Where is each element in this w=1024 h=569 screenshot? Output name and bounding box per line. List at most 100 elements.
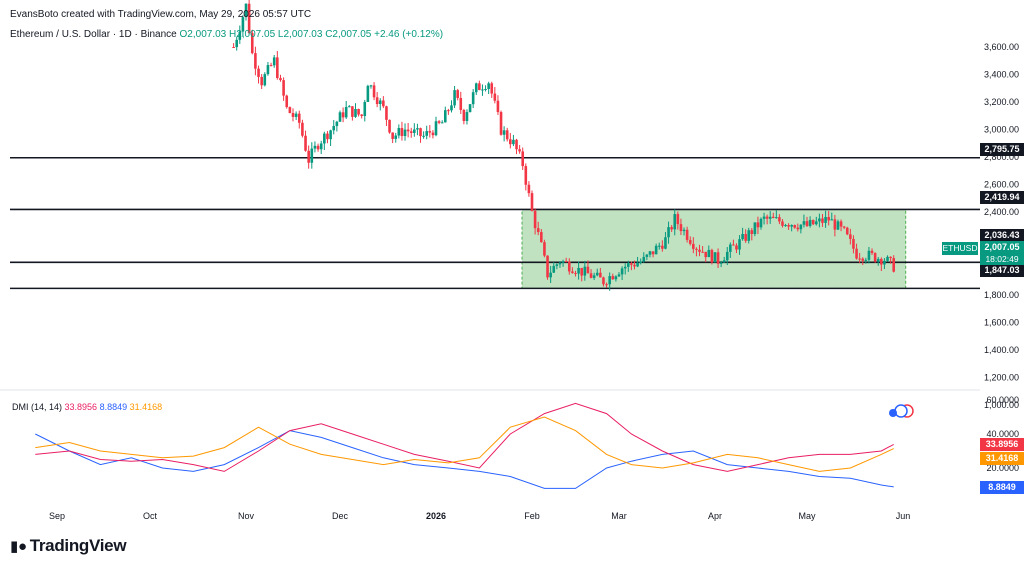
candle (676, 214, 680, 225)
dmi-legend[interactable]: DMI (14, 14) 33.8956 8.8849 31.4168 (12, 402, 162, 412)
candle (403, 129, 407, 137)
candle (518, 149, 521, 152)
candle (608, 276, 611, 285)
candle (617, 274, 621, 277)
candle (549, 272, 552, 278)
candle (313, 145, 317, 149)
event-ring (894, 404, 908, 418)
candle (250, 33, 254, 54)
candle (845, 227, 849, 235)
price-tick-label: 1,800.00 (984, 290, 1019, 300)
candle (852, 238, 855, 249)
symbol-legend[interactable]: Ethereum / U.S. Dollar · 1D · Binance O2… (10, 29, 443, 40)
candle (499, 112, 503, 135)
candle (667, 227, 670, 238)
candle (437, 121, 441, 123)
time-tick-label: Mar (611, 511, 627, 521)
candle (307, 150, 310, 163)
time-tick-label: Sep (49, 511, 65, 521)
candle (790, 225, 793, 227)
adx-tag: 31.4168 (980, 452, 1024, 465)
candle (323, 133, 326, 144)
candle (269, 65, 273, 67)
candle (471, 92, 475, 105)
candle (611, 276, 615, 280)
price-tick-label: 1,600.00 (984, 317, 1019, 327)
candle (574, 272, 577, 274)
dmi-label: DMI (14, 14) (12, 402, 63, 412)
candle (247, 3, 251, 34)
time-tick-label: Jun (896, 511, 911, 521)
candle (577, 267, 580, 274)
candle (567, 261, 571, 272)
candle (673, 214, 677, 230)
candle (870, 250, 874, 254)
candle (821, 218, 824, 223)
candle (818, 218, 821, 222)
candle (326, 133, 329, 140)
candle (855, 248, 858, 259)
time-tick-label: Feb (524, 511, 540, 521)
price-tick-label: 1,000.00 (984, 400, 1019, 410)
candle (344, 106, 348, 118)
candle (546, 255, 549, 278)
candles (232, 0, 896, 291)
candle (335, 121, 339, 127)
candle (858, 258, 861, 260)
tradingview-logo[interactable]: ▮● TradingView (10, 536, 127, 556)
time-tick-label: Nov (238, 511, 255, 521)
candle (465, 112, 469, 121)
candle (484, 88, 487, 90)
candle (354, 108, 357, 117)
bar-countdown: 18:02:49 (985, 254, 1019, 264)
candle (880, 258, 883, 265)
candle (719, 262, 723, 264)
price-tick-label: 3,000.00 (984, 125, 1019, 135)
candle (642, 256, 646, 262)
candle (238, 31, 242, 40)
candle (272, 57, 276, 66)
candle (670, 227, 673, 230)
candle (839, 221, 843, 227)
candle (453, 90, 456, 106)
candle (310, 148, 314, 163)
price-tick-label: 3,200.00 (984, 97, 1019, 107)
candle (586, 266, 590, 274)
candle (883, 260, 886, 265)
time-tick-label: Oct (143, 511, 158, 521)
candle (319, 143, 323, 150)
symbol-title: Ethereum / U.S. Dollar · 1D · Binance (10, 29, 177, 40)
candle (664, 237, 667, 249)
candle (540, 232, 543, 243)
candle (397, 128, 401, 136)
candle (787, 225, 790, 227)
candle (827, 216, 830, 221)
candle (775, 217, 778, 219)
candle (732, 244, 735, 246)
candle (443, 110, 447, 123)
candle (753, 222, 757, 235)
candle (626, 263, 630, 267)
range-zone (521, 208, 907, 289)
candle (873, 253, 877, 262)
candle (722, 260, 726, 263)
candle (738, 239, 741, 250)
candle (375, 97, 379, 105)
candle (456, 90, 459, 98)
candle (490, 83, 494, 94)
candle (235, 39, 239, 48)
candle (814, 221, 818, 225)
time-tick-label: Dec (332, 511, 349, 521)
candle (886, 256, 889, 261)
candle (756, 222, 760, 228)
candle (864, 259, 868, 261)
candle (419, 128, 422, 137)
candle (406, 129, 410, 132)
candle (505, 130, 509, 140)
dmi-series-line (35, 430, 894, 489)
candle (382, 100, 385, 107)
time-tick-label: 2026 (426, 511, 446, 521)
candle (824, 216, 827, 223)
candle (704, 251, 708, 258)
events-icon[interactable] (889, 404, 914, 418)
